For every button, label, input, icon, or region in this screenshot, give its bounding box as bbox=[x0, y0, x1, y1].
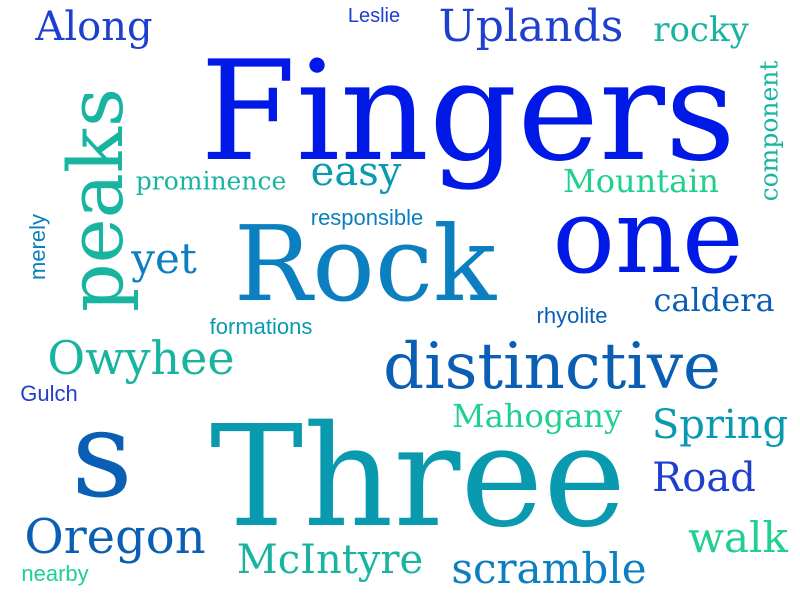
word-scramble: scramble bbox=[451, 544, 647, 593]
word-s: s bbox=[71, 386, 133, 525]
word-leslie: Leslie bbox=[347, 5, 401, 27]
word-three: Three bbox=[209, 396, 627, 559]
word-caldera: caldera bbox=[653, 281, 775, 319]
word-walk: walk bbox=[688, 513, 788, 562]
word-mountain: Mountain bbox=[562, 162, 720, 200]
word-yet: yet bbox=[131, 234, 197, 283]
word-easy: easy bbox=[310, 149, 402, 195]
word-oregon: Oregon bbox=[24, 509, 206, 565]
word-rocky: rocky bbox=[653, 10, 749, 50]
word-distinctive: distinctive bbox=[383, 330, 721, 404]
word-fingers: Fingers bbox=[200, 31, 736, 192]
word-responsible: responsible bbox=[310, 205, 424, 230]
word-along: Along bbox=[35, 4, 153, 50]
word-nearby: nearby bbox=[21, 561, 89, 586]
word-uplands: Uplands bbox=[438, 1, 624, 52]
word-one: one bbox=[552, 175, 744, 297]
word-formations: formations bbox=[209, 314, 313, 339]
word-prominence: prominence bbox=[135, 166, 287, 196]
word-road: Road bbox=[652, 455, 756, 501]
word-mahogany: Mahogany bbox=[452, 397, 622, 435]
word-rhyolite: rhyolite bbox=[536, 303, 608, 328]
word-peaks: peaks bbox=[51, 88, 140, 312]
word-spring: Spring bbox=[651, 402, 789, 448]
word-component: component bbox=[754, 60, 784, 202]
word-mcintyre: McIntyre bbox=[236, 537, 424, 583]
word-gulch: Gulch bbox=[20, 381, 78, 406]
word-owyhee: Owyhee bbox=[47, 331, 235, 385]
word-rock: Rock bbox=[233, 203, 497, 325]
word-merely: merely bbox=[25, 213, 50, 281]
